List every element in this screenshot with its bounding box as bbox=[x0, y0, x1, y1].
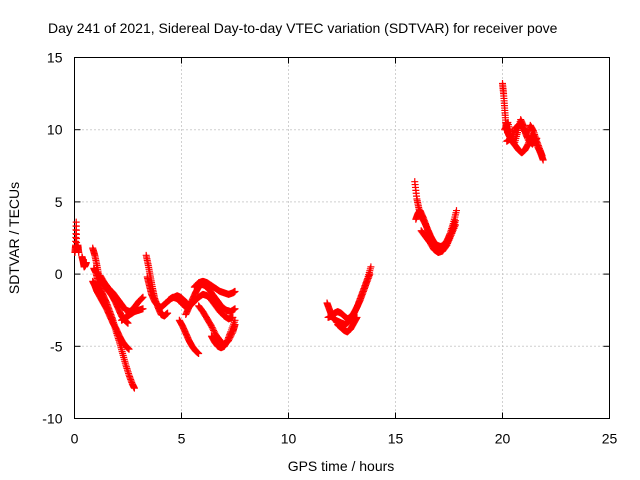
grid bbox=[74, 57, 610, 419]
data-point bbox=[444, 240, 452, 248]
y-tick-label: -5 bbox=[50, 338, 63, 354]
y-axis-label: SDTVAR / TECUs bbox=[6, 182, 22, 294]
y-tick-label: 15 bbox=[47, 50, 63, 66]
x-axis-label: GPS time / hours bbox=[288, 458, 395, 474]
y-tick-label: -10 bbox=[42, 411, 62, 427]
data-point bbox=[508, 133, 516, 141]
data-point bbox=[367, 263, 375, 271]
data-point bbox=[521, 127, 529, 135]
data-point bbox=[130, 384, 138, 392]
data-point bbox=[231, 287, 239, 295]
data-point bbox=[452, 207, 460, 215]
data-point bbox=[138, 295, 146, 303]
data-point bbox=[449, 228, 457, 236]
y-tick-label: 0 bbox=[55, 266, 63, 282]
data-point bbox=[125, 345, 133, 353]
data-point bbox=[231, 305, 239, 313]
data-point bbox=[443, 241, 451, 249]
data-point bbox=[139, 305, 147, 313]
data-point bbox=[507, 134, 515, 142]
data-point bbox=[451, 223, 459, 231]
data-point bbox=[509, 129, 517, 137]
data-point bbox=[449, 226, 457, 234]
plot-border bbox=[74, 57, 610, 419]
y-tick-label: 5 bbox=[55, 194, 63, 210]
data-point bbox=[445, 236, 453, 244]
data-point bbox=[448, 229, 456, 237]
data-point bbox=[353, 313, 361, 321]
data-point bbox=[82, 259, 90, 267]
data-point bbox=[533, 134, 541, 142]
data-point bbox=[450, 224, 458, 232]
x-tick-label: 10 bbox=[281, 431, 297, 447]
x-tick-label: 25 bbox=[602, 431, 618, 447]
data-point bbox=[521, 129, 529, 137]
x-tick-label: 15 bbox=[388, 431, 404, 447]
data-point bbox=[75, 248, 83, 256]
x-tick-label: 20 bbox=[495, 431, 511, 447]
data-point bbox=[124, 319, 132, 327]
data-point bbox=[444, 238, 452, 246]
data-points bbox=[71, 79, 547, 392]
data-point bbox=[446, 234, 454, 242]
data-point bbox=[523, 132, 531, 140]
chart-title: Day 241 of 2021, Sidereal Day-to-day VTE… bbox=[48, 20, 558, 36]
data-point bbox=[138, 294, 146, 302]
data-point bbox=[139, 293, 147, 301]
x-tick-label: 5 bbox=[178, 431, 186, 447]
data-point bbox=[446, 233, 454, 241]
data-point bbox=[539, 156, 547, 164]
axis-ticks: 0 5 10 15 20 25 -10 -5 0 5 10 15 bbox=[42, 50, 617, 447]
data-point bbox=[510, 128, 518, 136]
data-point bbox=[538, 152, 546, 160]
data-point bbox=[522, 131, 530, 139]
data-point bbox=[231, 316, 239, 324]
data-point bbox=[195, 350, 203, 358]
data-point bbox=[532, 135, 540, 143]
data-point bbox=[164, 309, 172, 317]
data-point bbox=[447, 231, 455, 239]
x-tick-label: 0 bbox=[71, 431, 79, 447]
data-point bbox=[366, 270, 374, 278]
data-point bbox=[451, 221, 459, 229]
data-point bbox=[520, 126, 528, 134]
y-tick-label: 10 bbox=[47, 122, 63, 138]
data-point bbox=[508, 131, 516, 139]
